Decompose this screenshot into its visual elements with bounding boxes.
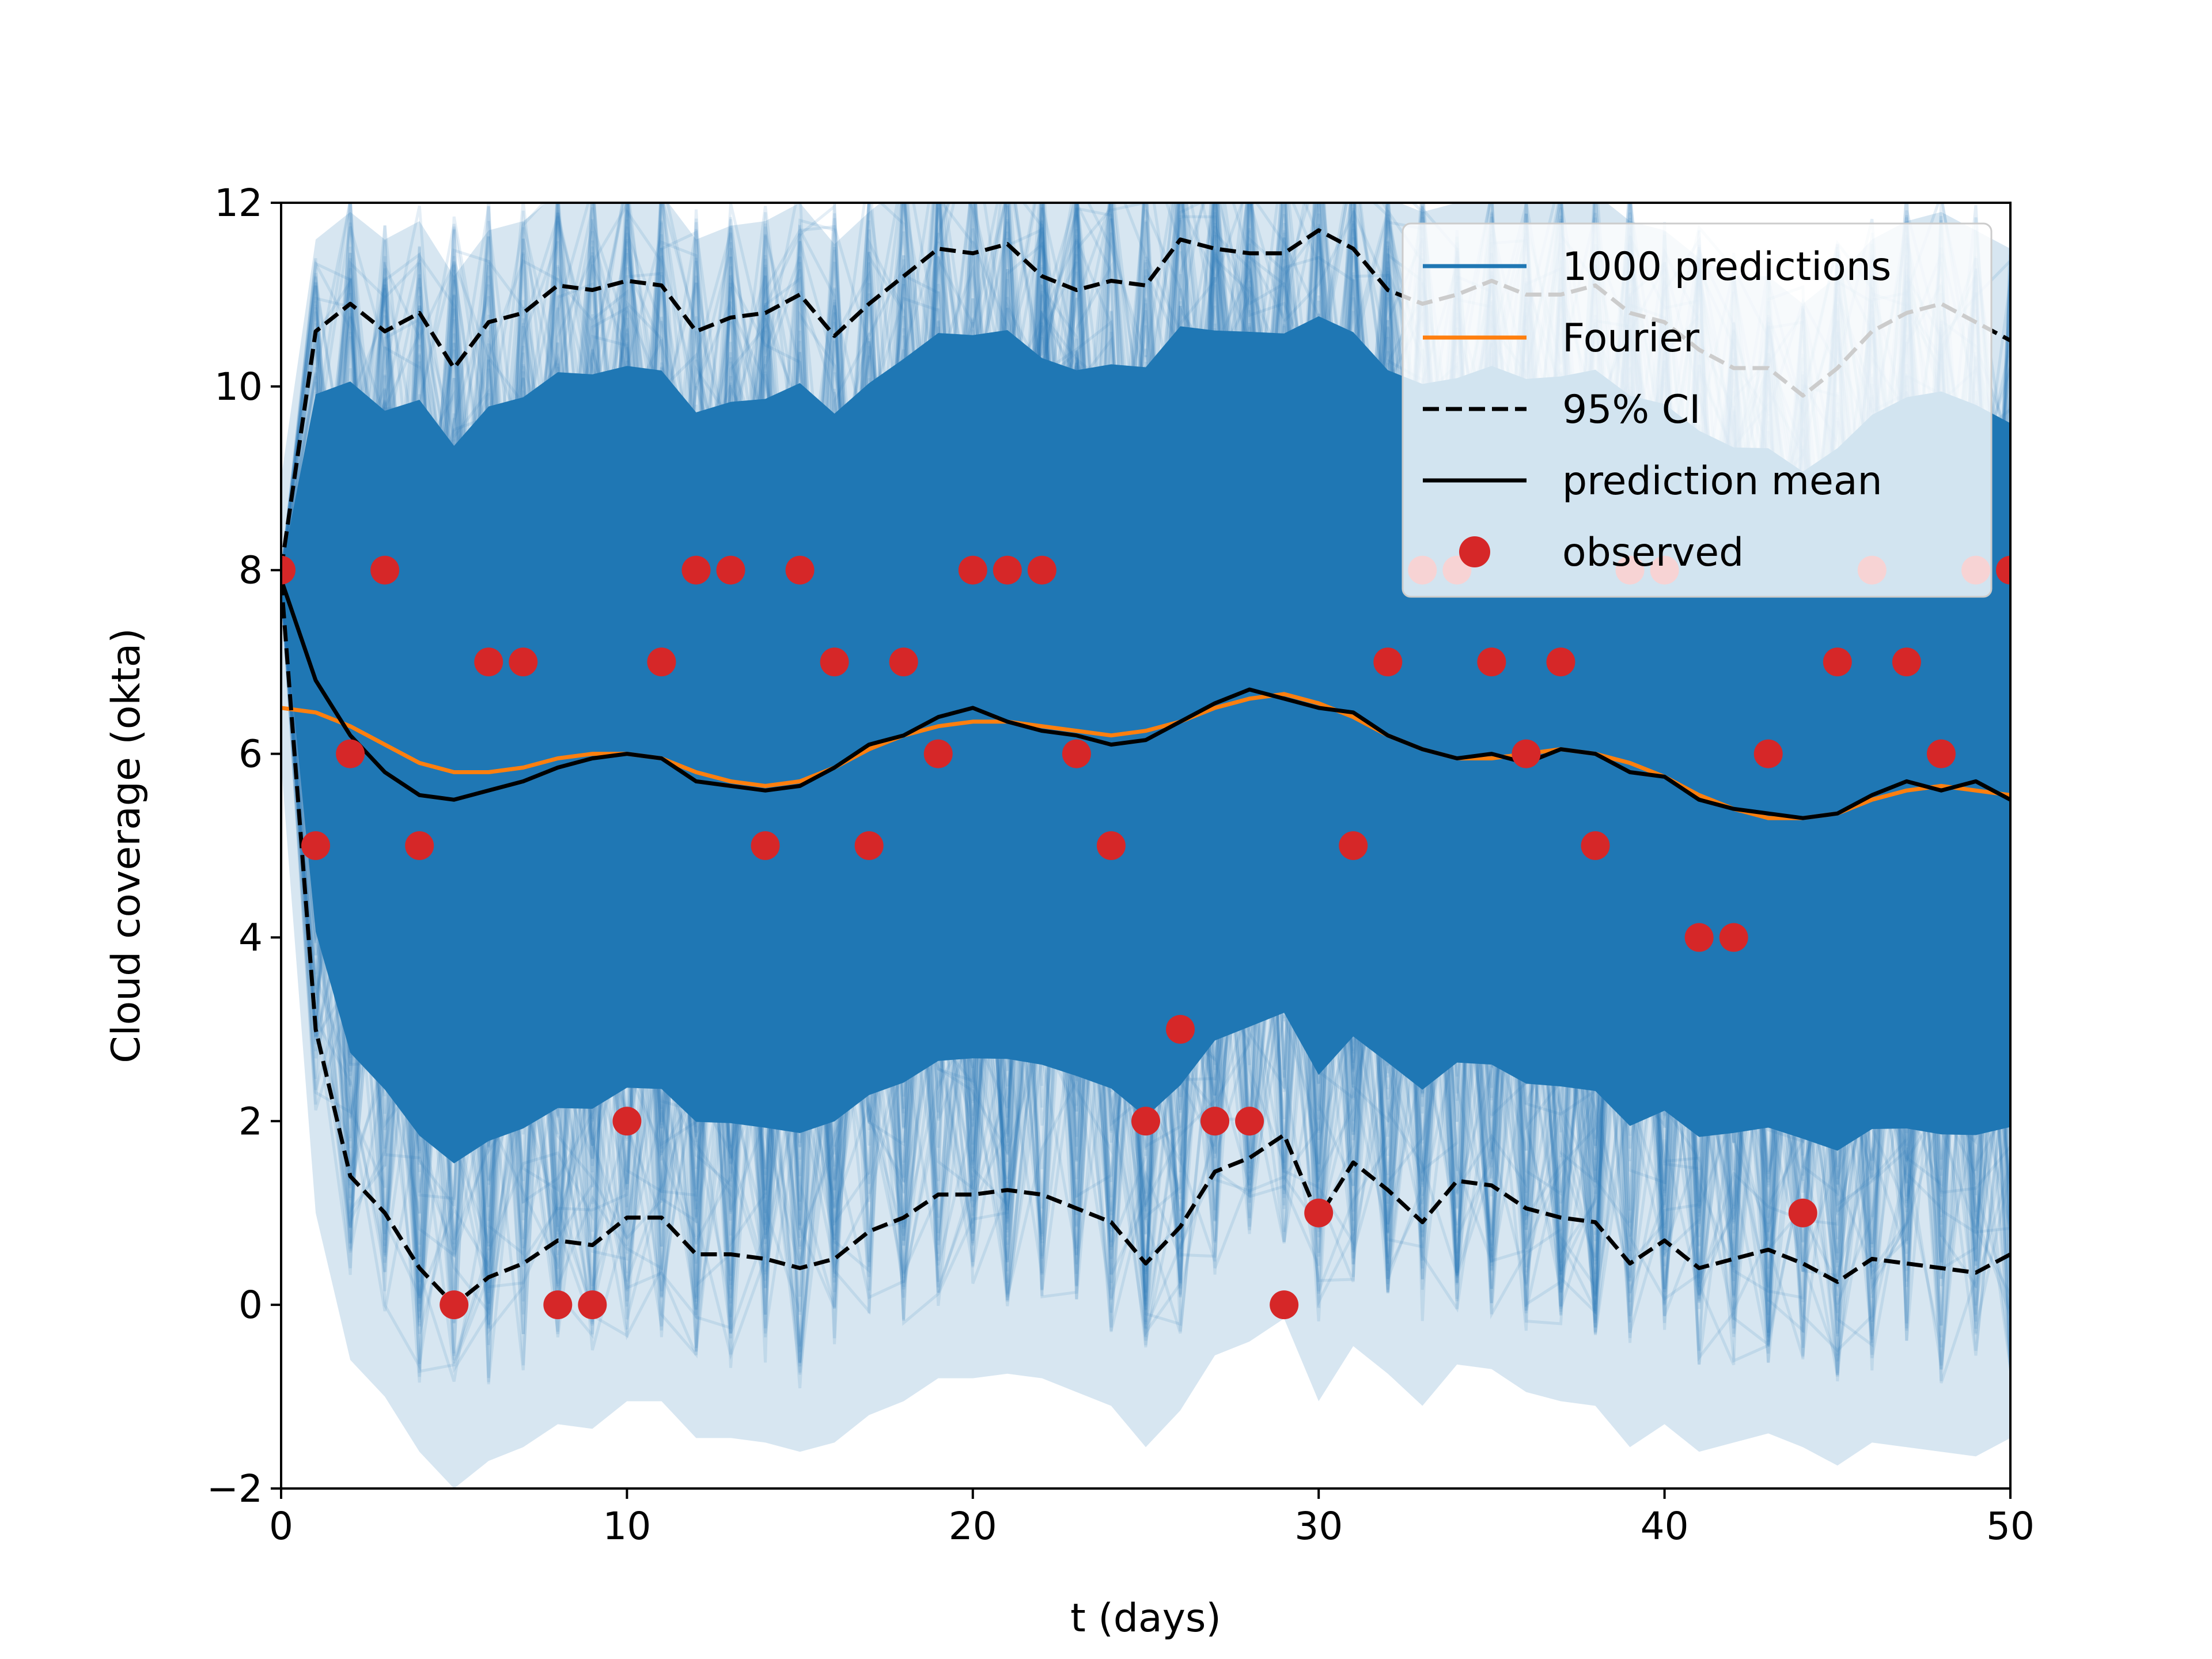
x-axis-label: t (days) [1070, 1596, 1221, 1641]
y-tick-label: 6 [238, 732, 263, 777]
y-axis-label: Cloud coverage (okta) [104, 628, 149, 1063]
observed-point [854, 831, 884, 860]
observed-point [1200, 1107, 1230, 1136]
observed-point [958, 555, 987, 585]
observed-point [1892, 647, 1921, 677]
observed-point [301, 831, 331, 860]
observed-point [440, 1290, 469, 1320]
legend-label: Fourier [1562, 316, 1699, 361]
observed-point [612, 1107, 642, 1136]
x-tick-label: 30 [1294, 1504, 1343, 1548]
observed-point [1373, 647, 1403, 677]
observed-point [1684, 923, 1714, 952]
x-tick-label: 40 [1641, 1504, 1689, 1548]
legend-item: observed [1459, 530, 1744, 575]
observed-point [1546, 647, 1575, 677]
legend-item: 95% CI [1423, 387, 1700, 433]
legend-swatch-marker [1459, 536, 1490, 567]
legend-label: 1000 predictions [1562, 244, 1891, 290]
observed-point [474, 647, 503, 677]
ci-lower-line [281, 579, 2010, 1307]
observed-point [1753, 739, 1783, 768]
observed-point [336, 739, 365, 768]
x-tick-label: 10 [603, 1504, 651, 1548]
legend-item: prediction mean [1423, 459, 1883, 504]
legend-box [1402, 222, 1993, 598]
observed-point [1062, 739, 1091, 768]
y-tick-label: 12 [214, 181, 263, 225]
observed-point [1027, 555, 1056, 585]
legend-label: 95% CI [1562, 387, 1700, 433]
observed-point [1996, 555, 2010, 585]
observed-point [647, 647, 676, 677]
observed-point [578, 1290, 607, 1320]
observed-point [1304, 1198, 1334, 1228]
legend: 1000 predictions Fourier 95% CI prediction … [1402, 222, 1993, 598]
legend-label: observed [1562, 530, 1744, 575]
observed-point [785, 555, 815, 585]
observed-point [405, 831, 434, 860]
observed-point [1096, 831, 1126, 860]
y-tick-label: 0 [238, 1283, 263, 1327]
observed-point [1823, 647, 1852, 677]
observed-point [993, 555, 1022, 585]
observed-point [1235, 1107, 1264, 1136]
observed-point [1926, 739, 1956, 768]
x-axis-ticks: 0 10 20 30 40 50 [269, 1488, 2035, 1548]
observed-point [370, 555, 400, 585]
observed-point [1270, 1290, 1299, 1320]
axes-frame [280, 202, 2012, 1490]
observed-point [281, 555, 296, 585]
observed-point [543, 1290, 573, 1320]
legend-item: Fourier [1423, 316, 1699, 361]
observed-point [1581, 831, 1610, 860]
observed-point [751, 831, 780, 860]
observed-point [1131, 1107, 1160, 1136]
y-tick-label: 8 [238, 548, 263, 593]
prediction-mean-line [281, 578, 2010, 820]
y-tick-label: 10 [214, 365, 263, 409]
x-tick-label: 20 [949, 1504, 997, 1548]
observed-point [1477, 647, 1506, 677]
y-tick-label: 4 [238, 915, 263, 960]
plot-area [281, 203, 2010, 1488]
observed-point [820, 647, 849, 677]
observed-point [1339, 831, 1368, 860]
observed-point [1719, 923, 1748, 952]
observed-point [1166, 1014, 1195, 1044]
y-tick-label: −2 [207, 1467, 263, 1511]
observed-point [923, 739, 953, 768]
x-tick-label: 0 [269, 1504, 293, 1548]
y-axis-ticks: −2 0 2 4 6 8 10 12 [207, 181, 281, 1511]
observed-point [1788, 1198, 1817, 1228]
x-tick-label: 50 [1986, 1504, 2035, 1548]
observed-point [716, 555, 745, 585]
observed-point [1512, 739, 1541, 768]
y-tick-label: 2 [238, 1099, 263, 1143]
legend-label: prediction mean [1562, 459, 1883, 504]
observed-point [889, 647, 918, 677]
observed-point [509, 647, 538, 677]
legend-item: 1000 predictions [1423, 244, 1891, 290]
observed-point [681, 555, 711, 585]
